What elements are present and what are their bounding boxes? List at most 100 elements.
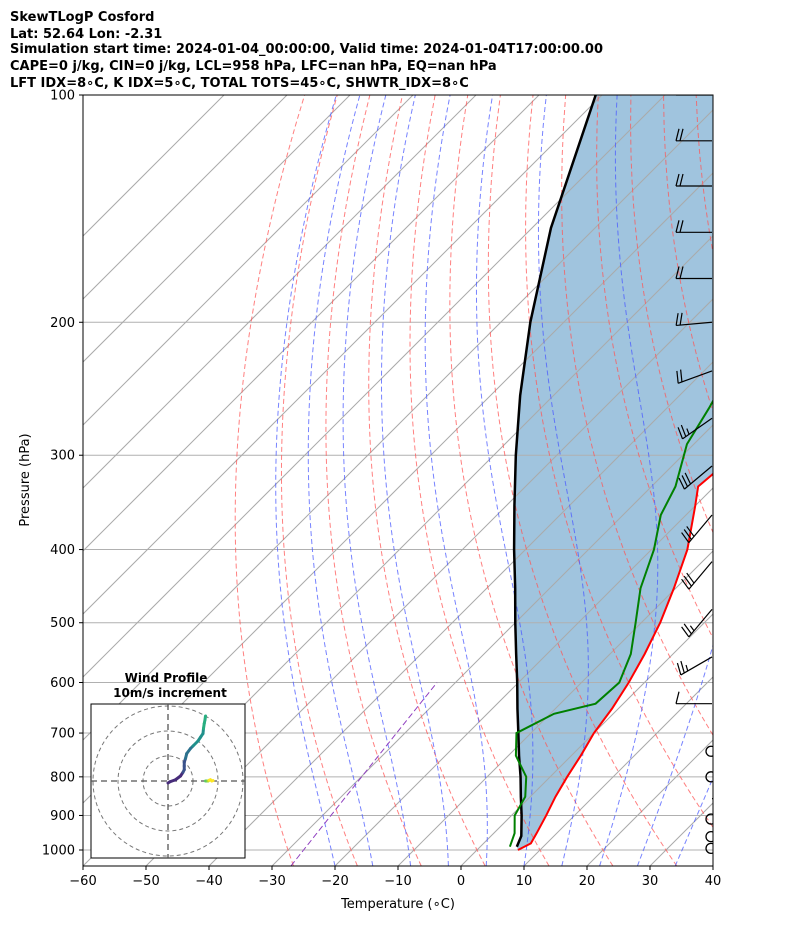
barb-flag [676, 662, 682, 676]
moist-adiabat [475, 95, 534, 866]
isotherm [83, 95, 477, 489]
barb-flag [679, 220, 684, 233]
wind-barb [705, 813, 713, 825]
y-axis-label: Pressure (hPa) [18, 433, 33, 526]
wind-barb [676, 656, 713, 676]
y-tick-label: 700 [50, 727, 75, 742]
moist-adiabat [342, 95, 412, 866]
wind-barb [705, 830, 713, 843]
barb-flag [675, 691, 680, 704]
wind-barb [705, 842, 713, 855]
mixing-ratio-line [290, 682, 438, 866]
calm-wind-circle [705, 771, 713, 783]
barb-flag [675, 173, 680, 187]
dry-adiabat [449, 95, 614, 866]
barb-flag [680, 660, 685, 674]
hodograph-plot [91, 704, 245, 858]
cin-shaded-area [514, 95, 713, 850]
barb-flag [686, 526, 695, 537]
dry-adiabat [325, 95, 422, 866]
barb-flag [683, 575, 692, 587]
barb-flag [679, 312, 683, 326]
wind-barbs [675, 95, 713, 855]
wind-barb [676, 95, 712, 96]
barb-flag [681, 578, 690, 590]
chart-header: SkewTLogP Cosford Lat: 52.64 Lon: -2.31 … [10, 10, 603, 91]
moist-adiabat [636, 643, 713, 866]
barb-flag [676, 370, 679, 384]
dry-adiabat [368, 95, 486, 866]
isotherm [460, 613, 713, 866]
barb-flag [680, 369, 683, 382]
barb-flag [677, 427, 684, 440]
isotherm [271, 424, 713, 866]
x-tick-label: −60 [69, 874, 96, 889]
y-tick-label: 400 [50, 543, 75, 558]
wind-barb [705, 745, 713, 757]
header-indices-2: LFT IDX=8∘C, K IDX=5∘C, TOTAL TOTS=45∘C,… [10, 76, 469, 91]
barb-flag [676, 95, 677, 96]
isotherm [83, 95, 414, 426]
moist-adiabats [275, 95, 713, 866]
x-tick-label: 30 [642, 874, 659, 889]
barb-flag [678, 477, 685, 490]
moist-adiabat [712, 864, 713, 866]
x-tick-label: −20 [321, 874, 348, 889]
isotherm [523, 676, 713, 866]
dry-adiabat [487, 95, 678, 866]
isotherm [712, 865, 713, 866]
barb-flag [680, 95, 681, 96]
x-tick-label: 20 [579, 874, 596, 889]
isotherm [83, 95, 666, 678]
skewt-plot-area [83, 95, 794, 866]
moist-adiabat [424, 95, 488, 866]
moist-adiabat [275, 95, 337, 866]
barb-half-flag [685, 664, 689, 672]
dry-adiabat [234, 95, 306, 866]
wind-barb [675, 220, 712, 233]
wind-barb [681, 608, 713, 638]
isotherm [145, 298, 713, 866]
barb-flag [675, 220, 680, 233]
x-tick-label: 0 [457, 874, 465, 889]
barb-flag [683, 529, 692, 540]
wind-barb [681, 561, 713, 590]
dry-adiabat [525, 95, 713, 829]
y-tick-label: 1000 [42, 844, 75, 859]
y-tick-label: 200 [50, 316, 75, 331]
moist-adiabat [380, 95, 449, 866]
barb-flag [679, 173, 684, 187]
barb-staff [684, 465, 713, 490]
wind-barb [675, 173, 712, 187]
calm-wind-circle [705, 813, 713, 825]
barb-flag [683, 623, 692, 635]
dry-adiabats [234, 95, 794, 866]
moist-adiabat [674, 776, 713, 866]
barb-half-flag [686, 428, 690, 435]
barb-flag [681, 475, 689, 487]
x-axis-label: Temperature (∘C) [340, 897, 455, 912]
isotherm [83, 95, 351, 363]
dry-adiabat [596, 95, 713, 640]
calm-wind-circle [705, 830, 713, 843]
dry-adiabat [761, 95, 794, 866]
wind-barb [677, 417, 713, 440]
y-tick-label: 300 [50, 449, 75, 464]
barb-staff [688, 514, 713, 543]
header-times: Simulation start time: 2024-01-04_00:00:… [10, 42, 603, 57]
wind-barb [676, 369, 713, 384]
dry-adiabat [280, 95, 358, 866]
x-tick-label: 40 [705, 874, 722, 889]
barb-staff [682, 417, 713, 440]
barb-staff [688, 608, 713, 638]
moist-adiabat [537, 95, 589, 866]
wind-barb [675, 312, 713, 327]
x-tick-label: −10 [384, 874, 411, 889]
dry-adiabat [663, 95, 713, 414]
y-tick-label: 500 [50, 616, 75, 631]
isotherm [208, 361, 713, 866]
wind-barb [681, 514, 713, 543]
x-tick-label: −50 [132, 874, 159, 889]
barb-staff [688, 561, 713, 590]
